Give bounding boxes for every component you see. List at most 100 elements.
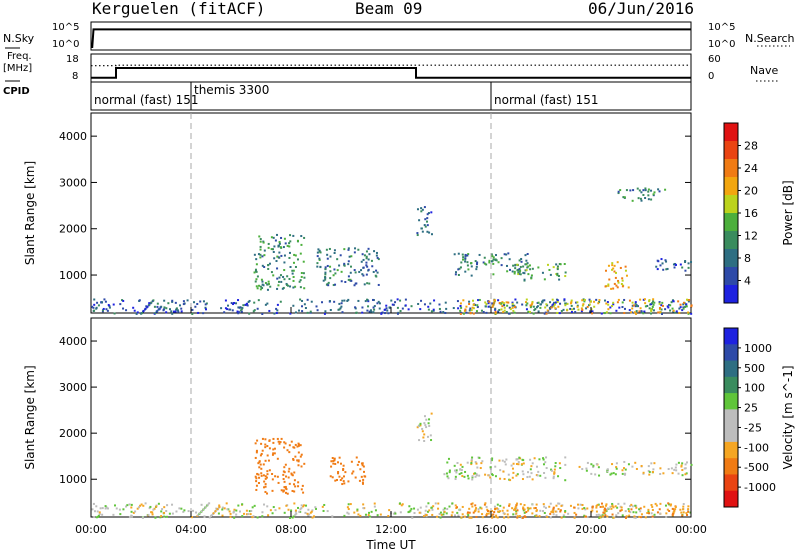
power-cell bbox=[511, 302, 514, 305]
power-cell bbox=[493, 299, 496, 302]
power-cell bbox=[416, 232, 419, 235]
power-cell bbox=[242, 304, 245, 307]
velocity-cell bbox=[362, 507, 365, 510]
velocity-cell bbox=[256, 516, 259, 519]
y-tick-label: 4000 bbox=[59, 130, 87, 143]
velocity-cell bbox=[122, 508, 125, 511]
power-cell bbox=[614, 271, 617, 274]
velocity-colorbar-swatch bbox=[724, 376, 738, 394]
power-cell bbox=[339, 307, 342, 310]
velocity-cell bbox=[166, 504, 169, 507]
velocity-cell bbox=[330, 465, 333, 468]
velocity-cell bbox=[426, 435, 429, 438]
velocity-cell bbox=[552, 475, 555, 478]
power-cell bbox=[253, 271, 256, 274]
velocity-cell bbox=[428, 418, 431, 421]
power-cell bbox=[667, 306, 670, 309]
power-cell bbox=[457, 252, 460, 255]
power-cell bbox=[497, 310, 500, 313]
power-cell bbox=[674, 311, 677, 314]
power-cell bbox=[507, 312, 510, 315]
velocity-cell bbox=[496, 503, 499, 506]
velocity-cell bbox=[337, 472, 340, 475]
velocity-cell bbox=[512, 471, 515, 474]
power-cell bbox=[142, 309, 145, 312]
power-cell bbox=[516, 263, 519, 266]
velocity-cell bbox=[260, 467, 263, 470]
velocity-cell bbox=[658, 508, 661, 511]
velocity-cell bbox=[681, 514, 684, 517]
velocity-cell bbox=[517, 463, 520, 466]
velocity-cell bbox=[627, 510, 630, 513]
power-cell bbox=[686, 298, 689, 301]
power-cell bbox=[461, 258, 464, 261]
power-cell bbox=[426, 220, 429, 223]
power-cell bbox=[513, 311, 516, 314]
velocity-cell bbox=[155, 505, 158, 508]
power-colorbar-tick-label: 16 bbox=[744, 207, 758, 220]
velocity-cell bbox=[621, 472, 624, 475]
velocity-cell bbox=[472, 511, 475, 514]
power-cell bbox=[366, 282, 369, 285]
power-cell bbox=[464, 270, 467, 273]
power-cell bbox=[672, 309, 675, 312]
power-cell bbox=[372, 306, 375, 309]
velocity-cell bbox=[218, 504, 221, 507]
velocity-cell bbox=[502, 470, 505, 473]
velocity-cell bbox=[263, 503, 266, 506]
power-cell bbox=[552, 305, 555, 308]
velocity-cell bbox=[442, 513, 445, 516]
velocity-cell bbox=[617, 502, 620, 505]
velocity-cell bbox=[518, 515, 521, 518]
velocity-cell bbox=[567, 512, 570, 515]
velocity-cell bbox=[282, 490, 285, 493]
power-cell bbox=[267, 267, 270, 270]
velocity-cell bbox=[260, 474, 263, 477]
power-cell bbox=[643, 298, 646, 301]
power-cell bbox=[531, 302, 534, 305]
power-cell bbox=[238, 311, 241, 314]
velocity-cell bbox=[630, 508, 633, 511]
power-cell bbox=[283, 278, 286, 281]
power-cell bbox=[511, 304, 514, 307]
velocity-cell bbox=[292, 515, 295, 518]
power-colorbar-tick-label: 20 bbox=[744, 185, 758, 198]
velocity-cell bbox=[549, 502, 552, 505]
power-cell bbox=[500, 308, 503, 311]
velocity-cell bbox=[586, 461, 589, 464]
power-cell bbox=[618, 306, 621, 309]
power-cell bbox=[593, 300, 596, 303]
power-cell bbox=[396, 306, 399, 309]
velocity-cell bbox=[471, 456, 474, 459]
freq-line bbox=[91, 67, 691, 79]
power-cell bbox=[688, 299, 691, 302]
power-cell bbox=[275, 233, 278, 236]
power-cell bbox=[652, 193, 655, 196]
velocity-cell bbox=[521, 478, 524, 481]
power-cell bbox=[658, 301, 661, 304]
velocity-cell bbox=[101, 513, 104, 516]
power-cell bbox=[527, 265, 530, 268]
power-cell bbox=[615, 309, 618, 312]
velocity-cell bbox=[214, 510, 217, 513]
power-cell bbox=[255, 278, 258, 281]
power-cell bbox=[300, 305, 303, 308]
power-cell bbox=[304, 307, 307, 310]
power-cell bbox=[252, 310, 255, 313]
velocity-cell bbox=[430, 412, 433, 415]
power-cell bbox=[675, 310, 678, 313]
power-cell bbox=[464, 253, 467, 256]
velocity-cell bbox=[221, 514, 224, 517]
power-cell bbox=[394, 301, 397, 304]
velocity-cell bbox=[604, 504, 607, 507]
velocity-cell bbox=[612, 506, 615, 509]
velocity-cell bbox=[218, 505, 221, 508]
power-cell bbox=[318, 257, 321, 260]
power-cell bbox=[475, 265, 478, 268]
power-cell bbox=[583, 300, 586, 303]
power-cell bbox=[478, 253, 481, 256]
velocity-cell bbox=[474, 475, 477, 478]
power-cell bbox=[488, 259, 491, 262]
power-cell bbox=[494, 307, 497, 310]
power-cell bbox=[554, 301, 557, 304]
